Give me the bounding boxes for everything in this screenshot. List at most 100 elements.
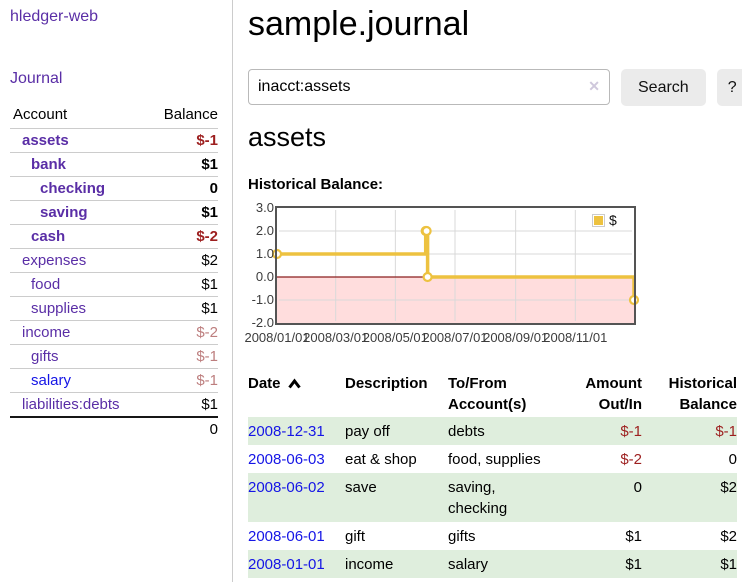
register-amount: $1 (625, 528, 642, 545)
chart-title: Historical Balance: (248, 176, 384, 193)
account-row: saving $1 (10, 200, 218, 225)
account-balance: $1 (201, 276, 218, 293)
register-amount: $-1 (620, 423, 642, 440)
y-axis-tick-label: 1.0 (255, 246, 274, 261)
register-header-accounts: To/From Account(s) (448, 375, 527, 413)
y-axis-tick-label: 0.0 (255, 269, 274, 284)
account-balance: $-1 (196, 132, 218, 149)
x-axis-tick-label: 2008/05/01 (362, 330, 428, 345)
account-row: checking 0 (10, 176, 218, 201)
register-balance: $1 (720, 556, 737, 573)
account-row: food $1 (10, 272, 218, 297)
register-accounts: debts (448, 423, 485, 440)
x-axis-tick-label: 2008/09/01 (483, 330, 549, 345)
account-balance: $-2 (196, 228, 218, 245)
register-date-link[interactable]: 2008-06-02 (248, 479, 325, 496)
account-link[interactable]: saving (40, 204, 88, 221)
account-link[interactable]: food (31, 276, 61, 293)
accounts-header-row: Account Balance (10, 103, 218, 129)
y-axis-tick-label: -2.0 (251, 315, 274, 330)
register-date-link[interactable]: 2008-06-01 (248, 528, 325, 545)
register-description: gift (345, 528, 366, 545)
account-link[interactable]: assets (22, 132, 69, 149)
x-axis-tick-label: 2008/07/01 (422, 330, 488, 345)
sidebar: hledger-web Journal Account Balance asse… (0, 0, 232, 582)
account-row: income $-2 (10, 320, 218, 345)
account-row: cash $-2 (10, 224, 218, 249)
account-balance: $-1 (196, 348, 218, 365)
account-balance: $-1 (196, 372, 218, 389)
register-accounts: salary (448, 556, 489, 573)
account-balance: $2 (201, 252, 218, 269)
account-balance: $1 (201, 300, 218, 317)
accounts-total-value: 0 (209, 421, 218, 438)
register-balance: $2 (720, 528, 737, 545)
account-link[interactable]: checking (40, 180, 106, 197)
account-row: salary $-1 (10, 368, 218, 393)
register-accounts: food, supplies (448, 451, 541, 468)
account-link[interactable]: income (22, 324, 71, 341)
register-row: 2008-01-01 income salary $1 $1 (248, 550, 737, 578)
register-date-link[interactable]: 2008-06-03 (248, 451, 325, 468)
account-link[interactable]: salary (31, 372, 72, 389)
account-link[interactable]: gifts (31, 348, 59, 365)
help-button[interactable]: ? (716, 69, 742, 106)
balance-chart-plot (271, 206, 640, 325)
sidebar-item-journal[interactable]: Journal (10, 70, 63, 87)
legend-label: $ (609, 212, 617, 228)
sidebar-divider (232, 0, 233, 582)
account-heading: assets (248, 122, 327, 152)
search-button[interactable]: Search (621, 69, 706, 106)
y-axis-tick-label: 3.0 (255, 200, 274, 215)
register-description: eat & shop (345, 451, 417, 468)
account-link[interactable]: liabilities:debts (22, 396, 120, 413)
register-balance: 0 (728, 451, 737, 468)
register-amount: 0 (633, 479, 642, 496)
account-link[interactable]: cash (31, 228, 66, 245)
register-row: 2008-06-03 eat & shop food, supplies $-2 0 (248, 445, 737, 473)
account-row: bank $1 (10, 152, 218, 177)
accounts-table: Account Balance assets $-1 bank $1 checking 0… (10, 103, 218, 441)
accounts-header-balance: Balance (163, 106, 218, 123)
sort-ascending-icon (287, 378, 301, 389)
register-balance: $-1 (715, 423, 737, 440)
account-link[interactable]: bank (31, 156, 67, 173)
account-balance: 0 (209, 180, 218, 197)
register-description: save (345, 479, 377, 496)
account-row: liabilities:debts $1 (10, 392, 218, 418)
register-header-amount: Amount Out/In (585, 375, 642, 413)
register-header-description: Description (345, 375, 428, 392)
register-date-link[interactable]: 2008-01-01 (248, 556, 325, 573)
account-balance: $1 (201, 204, 218, 221)
x-axis-tick-label: 2008/11/01 (543, 330, 608, 345)
accounts-header-account: Account (13, 106, 68, 123)
x-axis-tick-label: 2008/03/01 (303, 330, 369, 345)
account-link[interactable]: expenses (22, 252, 87, 269)
account-balance: $1 (201, 156, 218, 173)
account-balance: $1 (201, 396, 218, 413)
account-row: assets $-1 (10, 128, 218, 153)
page-title: sample.journal (248, 5, 470, 43)
register-date-link[interactable]: 2008-12-31 (248, 423, 325, 440)
search-input-wrap: ✕ (248, 69, 610, 105)
accounts-total-spacer (10, 417, 147, 441)
clear-search-icon[interactable]: ✕ (588, 78, 600, 94)
legend-color-swatch-icon (592, 213, 605, 227)
register-row: 2008-06-02 save saving, checking 0 $2 (248, 473, 737, 522)
app-title-link[interactable]: hledger-web (10, 8, 99, 25)
register-accounts: gifts (448, 528, 476, 545)
register-header-date[interactable]: Date (248, 371, 345, 417)
register-table: Date Description To/From Account(s) Amou… (248, 371, 737, 578)
search-input[interactable] (248, 69, 610, 105)
historical-balance-chart: 3.0 2.0 1.0 0.0 -1.0 -2.0 2008/01/01 2008/03/01… (244, 200, 737, 355)
chart-legend: $ (592, 212, 617, 228)
y-axis-tick-label: 2.0 (255, 223, 274, 238)
account-link[interactable]: supplies (31, 300, 87, 317)
register-balance: $2 (720, 479, 737, 496)
account-row: expenses $2 (10, 248, 218, 273)
main-content: sample.journal ✕ Search ? assets Histori… (233, 0, 742, 582)
account-row: gifts $-1 (10, 344, 218, 369)
register-row: 2008-12-31 pay off debts $-1 $-1 (248, 417, 737, 445)
account-row: supplies $1 (10, 296, 218, 321)
